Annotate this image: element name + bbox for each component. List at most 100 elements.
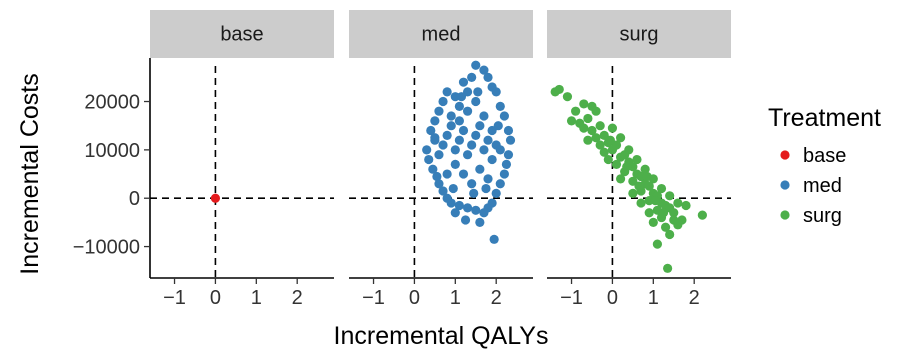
x-tick-label: 1: [251, 287, 262, 309]
data-point: [446, 121, 456, 131]
data-point: [462, 150, 473, 160]
data-point: [422, 145, 432, 155]
data-point: [489, 234, 499, 244]
data-point: [603, 154, 613, 165]
data-point: [607, 123, 618, 133]
series-med-points: [422, 60, 516, 244]
y-tick-label: 20000: [84, 92, 140, 114]
data-point: [442, 193, 452, 203]
legend-item-surg: surg: [780, 205, 842, 227]
facet-strip-label: med: [422, 23, 461, 45]
data-point: [430, 116, 440, 126]
x-tick-label: 0: [607, 287, 618, 309]
data-point: [450, 145, 460, 155]
data-point: [432, 171, 442, 182]
data-point: [665, 191, 675, 201]
data-point: [456, 92, 467, 102]
data-point: [495, 145, 505, 155]
x-tick-label: −1: [163, 287, 186, 309]
data-point: [460, 215, 471, 225]
data-point: [505, 135, 516, 145]
data-point: [673, 198, 683, 208]
data-point: [640, 164, 650, 174]
data-point: [579, 123, 589, 133]
data-point: [579, 99, 589, 109]
facet-strip-label: surg: [620, 23, 659, 45]
legend-item-med: med: [780, 175, 842, 197]
data-point: [454, 135, 464, 145]
data-point: [467, 140, 477, 150]
data-point: [595, 140, 605, 150]
legend-label: surg: [803, 205, 842, 227]
series-surg-points: [550, 84, 707, 273]
data-point: [611, 159, 622, 169]
data-point: [483, 72, 493, 82]
x-tick-label: 1: [648, 287, 659, 309]
y-tick-label: 0: [129, 188, 140, 210]
data-point: [448, 183, 458, 194]
data-point: [471, 96, 481, 107]
data-point: [499, 111, 509, 121]
facet-base: base: [150, 10, 334, 278]
data-point: [479, 145, 489, 155]
data-point: [475, 217, 485, 227]
facet-strip-label: base: [220, 23, 263, 45]
data-point: [479, 65, 489, 75]
data-point: [663, 263, 673, 273]
data-point: [450, 159, 460, 169]
data-point: [554, 84, 564, 95]
data-point: [501, 159, 512, 169]
data-point: [493, 121, 503, 131]
legend-key: [780, 210, 790, 220]
y-tick-label: 10000: [84, 140, 140, 162]
legend-label: med: [803, 175, 842, 197]
legend-title: Treatment: [768, 104, 881, 132]
data-point: [479, 208, 489, 218]
data-point: [648, 217, 658, 227]
data-point: [591, 106, 601, 116]
data-point: [458, 77, 469, 87]
data-point: [503, 125, 514, 136]
data-point: [454, 101, 464, 111]
data-point: [434, 106, 444, 116]
data-point: [424, 154, 434, 165]
data-point: [473, 87, 483, 97]
facet-surg: surg: [547, 10, 731, 278]
y-axis-title: Incremental Costs: [16, 73, 44, 274]
x-tick-label: 2: [292, 287, 303, 309]
data-point: [571, 106, 581, 116]
data-point: [503, 150, 514, 160]
data-point: [681, 200, 691, 211]
facet-strip: [150, 10, 334, 58]
data-point: [438, 96, 448, 107]
data-point: [483, 174, 493, 184]
x-axis-base: −1 0 1 2: [150, 277, 334, 309]
data-point: [434, 150, 444, 160]
data-point: [636, 198, 646, 208]
data-point: [495, 179, 505, 189]
data-point: [656, 183, 667, 194]
data-point: [483, 135, 493, 145]
data-point: [462, 203, 473, 213]
data-point: [467, 72, 477, 82]
series-base-points: [210, 193, 221, 203]
data-point: [669, 208, 679, 218]
data-point: [487, 154, 497, 165]
x-tick-label: −1: [362, 287, 385, 309]
data-point: [652, 239, 663, 249]
data-point: [210, 193, 221, 203]
facet-med: med: [349, 10, 533, 278]
y-axis: −10000 0 10000 20000: [73, 58, 151, 278]
data-point: [605, 135, 615, 145]
data-point: [591, 133, 601, 143]
facet-strip: [547, 10, 731, 58]
data-point: [624, 145, 634, 155]
x-axis-title: Incremental QALYs: [334, 322, 549, 350]
x-axes: −1 0 1 2 −1 0 1 2 −1 0 1 2: [150, 277, 731, 309]
data-point: [583, 113, 593, 124]
data-point: [454, 116, 464, 126]
data-point: [481, 183, 491, 194]
data-point: [475, 121, 485, 131]
x-tick-label: 2: [491, 287, 502, 309]
